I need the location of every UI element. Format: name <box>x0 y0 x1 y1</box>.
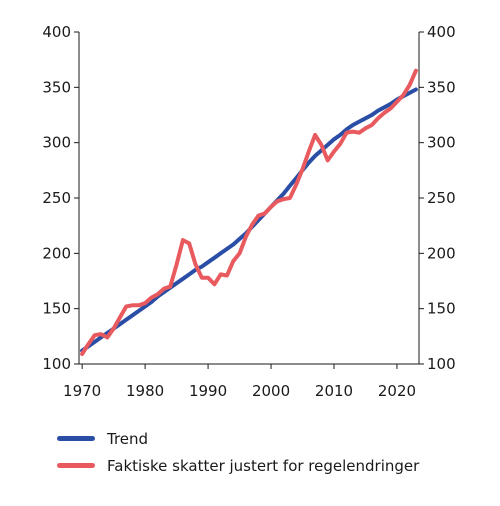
x-tick-label: 1980 <box>126 382 164 400</box>
x-tick-label: 2000 <box>252 382 290 400</box>
y-tick-label-right: 300 <box>427 134 456 152</box>
y-tick-label-right: 150 <box>427 300 456 318</box>
y-axis-right: 100 150 200 250 300 350 400 <box>419 23 456 373</box>
series-layer <box>80 68 418 356</box>
y-tick-label-right: 100 <box>427 355 456 373</box>
legend-swatch-trend <box>57 436 95 441</box>
y-tick-label-left: 400 <box>42 23 71 41</box>
legend-item-trend: Trend <box>57 425 419 452</box>
x-tick-label: 2020 <box>378 382 416 400</box>
plot-area-frame <box>78 32 420 365</box>
legend-swatch-actual-taxes <box>57 463 95 468</box>
legend: Trend Faktiske skatter justert for regel… <box>57 425 419 479</box>
legend-item-actual-taxes: Faktiske skatter justert for regelendrin… <box>57 452 419 479</box>
y-tick-label-left: 100 <box>42 355 71 373</box>
x-tick-label: 1990 <box>189 382 227 400</box>
x-tick-label: 1970 <box>63 382 101 400</box>
legend-label-trend: Trend <box>107 429 149 448</box>
y-tick-label-right: 400 <box>427 23 456 41</box>
y-tick-label-right: 200 <box>427 244 456 262</box>
x-axis: 1970 1980 1990 2000 2010 2020 <box>63 364 416 400</box>
y-tick-label-left: 350 <box>42 78 71 96</box>
x-tick-label: 2010 <box>315 382 353 400</box>
y-axis-left: 100 150 200 250 300 350 400 <box>42 23 79 373</box>
legend-label-actual-taxes: Faktiske skatter justert for regelendrin… <box>107 456 420 475</box>
y-tick-label-left: 200 <box>42 244 71 262</box>
y-tick-label-left: 250 <box>42 189 71 207</box>
y-tick-label-left: 300 <box>42 134 71 152</box>
y-tick-label-left: 150 <box>42 300 71 318</box>
y-tick-label-right: 350 <box>427 78 456 96</box>
series-line-actual-taxes <box>80 68 418 356</box>
y-tick-label-right: 250 <box>427 189 456 207</box>
